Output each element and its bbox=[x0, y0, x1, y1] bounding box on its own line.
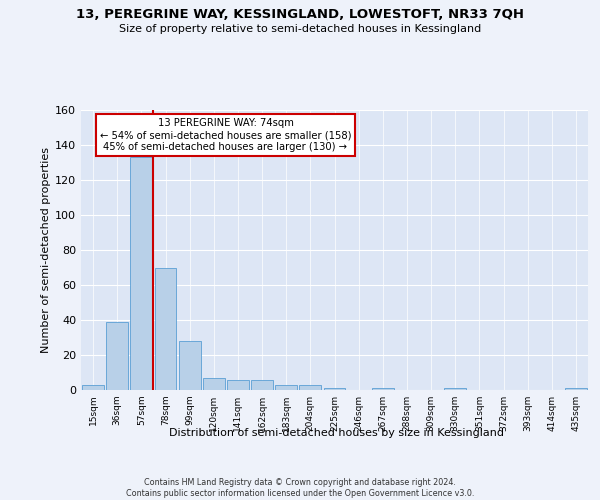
Bar bbox=[275, 385, 297, 390]
Y-axis label: Number of semi-detached properties: Number of semi-detached properties bbox=[41, 147, 51, 353]
Bar bbox=[179, 341, 200, 390]
Text: Distribution of semi-detached houses by size in Kessingland: Distribution of semi-detached houses by … bbox=[169, 428, 503, 438]
Text: 13 PEREGRINE WAY: 74sqm
← 54% of semi-detached houses are smaller (158)
45% of s: 13 PEREGRINE WAY: 74sqm ← 54% of semi-de… bbox=[100, 118, 351, 152]
Bar bbox=[227, 380, 249, 390]
Bar bbox=[445, 388, 466, 390]
Text: 13, PEREGRINE WAY, KESSINGLAND, LOWESTOFT, NR33 7QH: 13, PEREGRINE WAY, KESSINGLAND, LOWESTOF… bbox=[76, 8, 524, 20]
Bar bbox=[106, 322, 128, 390]
Bar bbox=[203, 378, 224, 390]
Bar bbox=[251, 380, 273, 390]
Text: Size of property relative to semi-detached houses in Kessingland: Size of property relative to semi-detach… bbox=[119, 24, 481, 34]
Bar bbox=[82, 385, 104, 390]
Bar bbox=[565, 388, 587, 390]
Bar bbox=[299, 385, 321, 390]
Bar bbox=[323, 388, 346, 390]
Bar bbox=[372, 388, 394, 390]
Text: Contains HM Land Registry data © Crown copyright and database right 2024.
Contai: Contains HM Land Registry data © Crown c… bbox=[126, 478, 474, 498]
Bar bbox=[155, 268, 176, 390]
Bar bbox=[130, 157, 152, 390]
